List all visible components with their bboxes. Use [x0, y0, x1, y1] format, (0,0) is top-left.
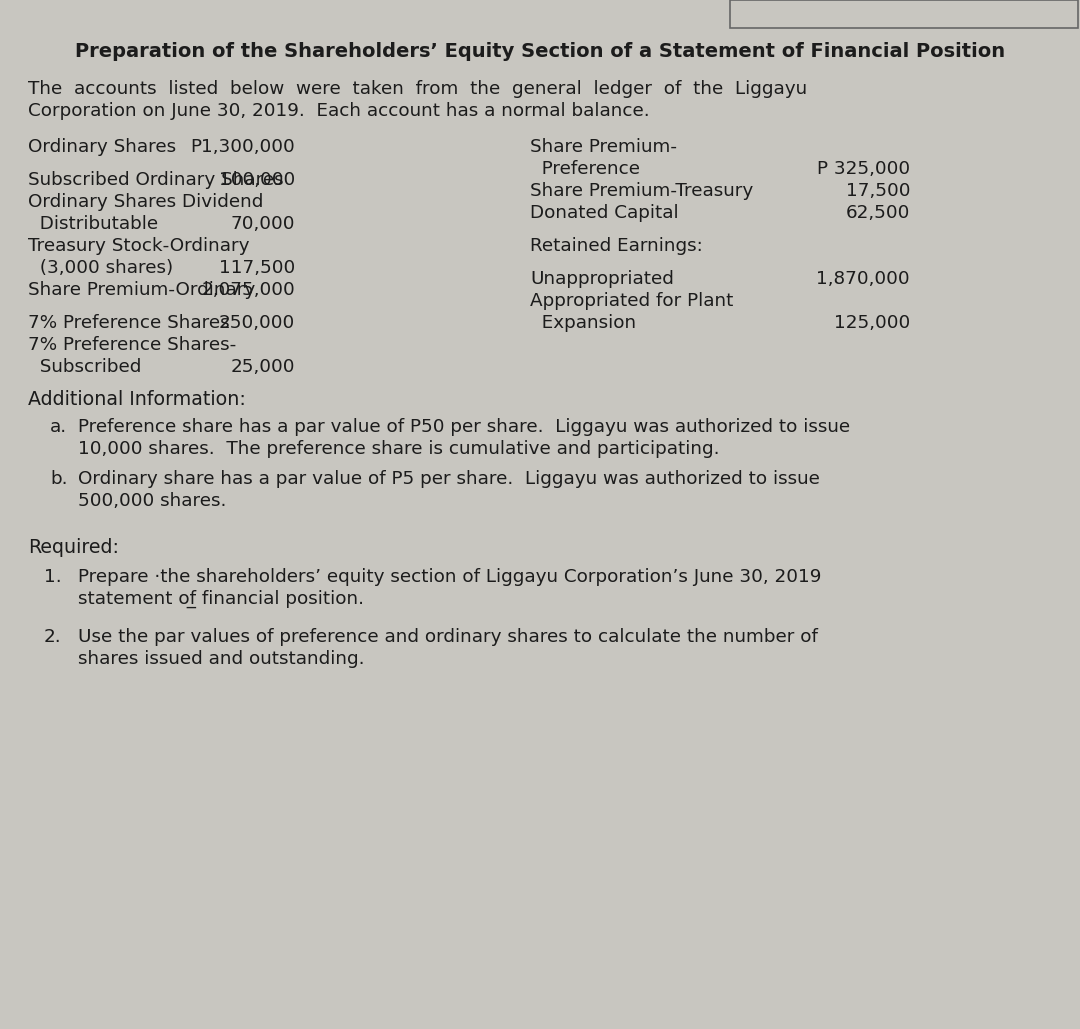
Text: Share Premium-: Share Premium-: [530, 138, 677, 156]
Text: 1,870,000: 1,870,000: [816, 270, 910, 288]
Text: 250,000: 250,000: [219, 314, 295, 332]
Text: Appropriated for Plant: Appropriated for Plant: [530, 292, 733, 310]
Text: Treasury Stock-Ordinary: Treasury Stock-Ordinary: [28, 237, 249, 255]
Text: 2,075,000: 2,075,000: [201, 281, 295, 299]
Text: (3,000 shares): (3,000 shares): [28, 259, 173, 277]
Text: Corporation on June 30, 2019.  Each account has a normal balance.: Corporation on June 30, 2019. Each accou…: [28, 102, 650, 120]
Text: 2.: 2.: [44, 628, 62, 646]
Text: b.: b.: [50, 470, 67, 488]
Text: Share Premium-Ordinary: Share Premium-Ordinary: [28, 281, 255, 299]
Text: 117,500: 117,500: [219, 259, 295, 277]
Text: Preference share has a par value of P50 per share.  Liggayu was authorized to is: Preference share has a par value of P50 …: [78, 418, 850, 436]
Text: Donated Capital: Donated Capital: [530, 204, 678, 222]
Bar: [730, 0, 1078, 28]
Text: Prepare ·the shareholders’ equity section of Liggayu Corporation’s June 30, 2019: Prepare ·the shareholders’ equity sectio…: [78, 568, 822, 586]
Text: 125,000: 125,000: [834, 314, 910, 332]
Text: Additional Information:: Additional Information:: [28, 390, 246, 409]
Text: shares issued and outstanding.: shares issued and outstanding.: [78, 650, 365, 668]
Text: statement of̲ financial position.: statement of̲ financial position.: [78, 590, 364, 608]
Text: 1.: 1.: [44, 568, 62, 586]
Text: 500,000 shares.: 500,000 shares.: [78, 492, 227, 510]
Text: 70,000: 70,000: [230, 215, 295, 233]
Text: Ordinary share has a par value of P5 per share.  Liggayu was authorized to issue: Ordinary share has a par value of P5 per…: [78, 470, 820, 488]
Text: 62,500: 62,500: [846, 204, 910, 222]
Text: Unappropriated: Unappropriated: [530, 270, 674, 288]
Text: Required:: Required:: [28, 538, 119, 557]
Text: Use the par values of preference and ordinary shares to calculate the number of: Use the par values of preference and ord…: [78, 628, 818, 646]
Text: Ordinary Shares Dividend: Ordinary Shares Dividend: [28, 193, 264, 211]
Text: Subscribed: Subscribed: [28, 358, 141, 376]
Text: The  accounts  listed  below  were  taken  from  the  general  ledger  of  the  : The accounts listed below were taken fro…: [28, 80, 807, 98]
Text: 25,000: 25,000: [230, 358, 295, 376]
Text: 7% Preference Shares: 7% Preference Shares: [28, 314, 230, 332]
Text: Preference: Preference: [530, 159, 640, 178]
Text: Distributable: Distributable: [28, 215, 158, 233]
Text: Subscribed Ordinary Shares: Subscribed Ordinary Shares: [28, 171, 284, 189]
Text: 7% Preference Shares-: 7% Preference Shares-: [28, 336, 237, 354]
Text: Preparation of the Shareholders’ Equity Section of a Statement of Financial Posi: Preparation of the Shareholders’ Equity …: [75, 42, 1005, 61]
Text: Retained Earnings:: Retained Earnings:: [530, 237, 703, 255]
Text: 10,000 shares.  The preference share is cumulative and participating.: 10,000 shares. The preference share is c…: [78, 440, 719, 458]
Text: a.: a.: [50, 418, 67, 436]
Text: P 325,000: P 325,000: [816, 159, 910, 178]
Text: 17,500: 17,500: [846, 182, 910, 200]
Text: Expansion: Expansion: [530, 314, 636, 332]
Text: Ordinary Shares: Ordinary Shares: [28, 138, 176, 156]
Text: Share Premium-Treasury: Share Premium-Treasury: [530, 182, 753, 200]
Text: 100,000: 100,000: [219, 171, 295, 189]
Text: P1,300,000: P1,300,000: [190, 138, 295, 156]
